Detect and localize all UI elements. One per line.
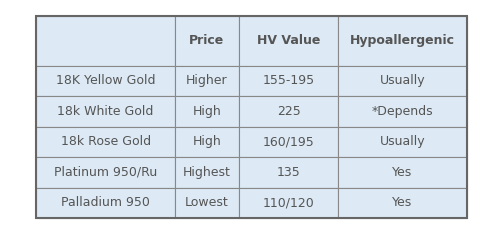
Bar — [36, 16, 467, 218]
